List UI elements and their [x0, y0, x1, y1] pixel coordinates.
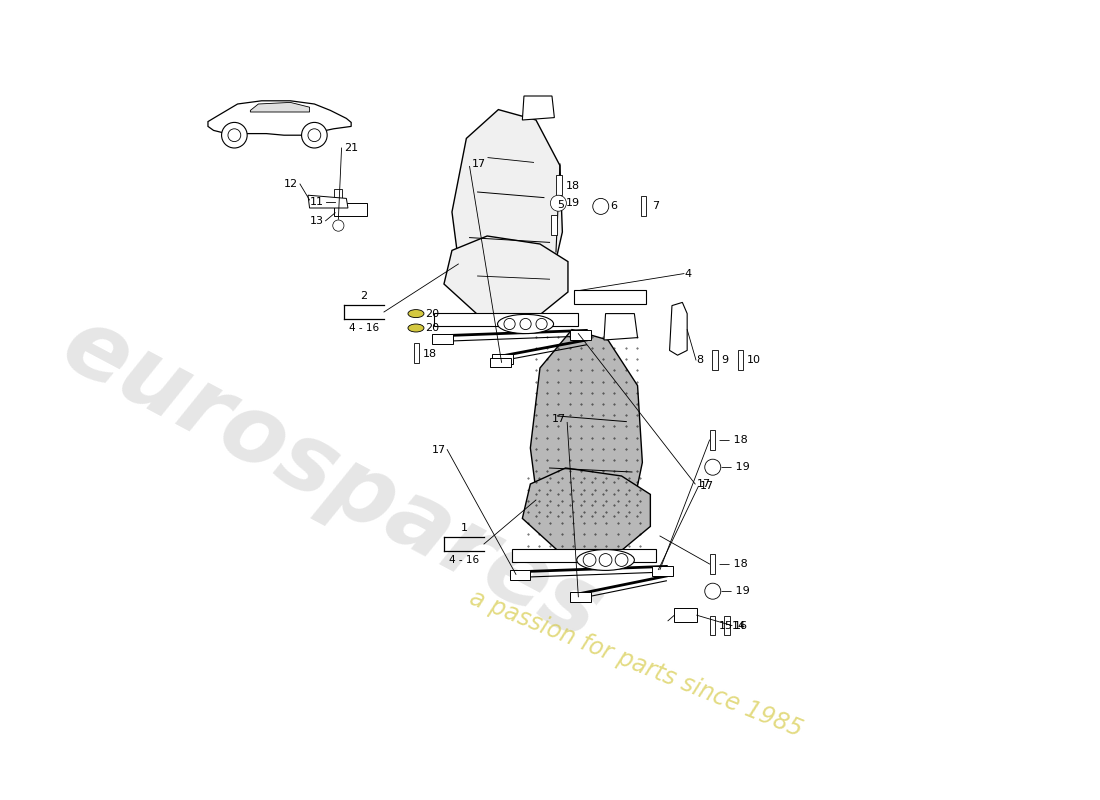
Ellipse shape [408, 324, 424, 332]
Polygon shape [530, 330, 642, 524]
Circle shape [536, 318, 547, 330]
Bar [434, 313, 579, 326]
Circle shape [301, 122, 327, 148]
Circle shape [615, 554, 628, 566]
Polygon shape [604, 314, 638, 340]
Text: 1: 1 [461, 523, 468, 533]
Circle shape [705, 583, 720, 599]
Text: 4 - 16: 4 - 16 [449, 555, 478, 565]
Circle shape [520, 318, 531, 330]
Circle shape [333, 220, 344, 231]
Text: 20: 20 [426, 309, 440, 318]
Polygon shape [670, 302, 688, 355]
Circle shape [228, 129, 241, 142]
Text: 2: 2 [361, 291, 367, 301]
Ellipse shape [408, 310, 424, 318]
Bar [414, 343, 419, 363]
Polygon shape [308, 195, 348, 208]
Bar [710, 554, 715, 574]
Text: — 19: — 19 [720, 462, 749, 472]
Circle shape [593, 198, 608, 214]
Text: 4: 4 [684, 269, 691, 278]
Text: 18: 18 [424, 349, 438, 358]
Bar [432, 334, 453, 344]
Circle shape [308, 129, 321, 142]
Text: 21: 21 [344, 143, 359, 153]
Bar [333, 189, 342, 203]
Circle shape [504, 318, 515, 330]
Text: 18: 18 [565, 181, 580, 190]
Ellipse shape [497, 314, 553, 334]
Text: 13: 13 [310, 216, 324, 226]
Bar [724, 616, 729, 635]
Text: 6: 6 [610, 202, 617, 211]
Text: 15: 15 [719, 621, 734, 630]
Bar [571, 330, 591, 340]
Circle shape [221, 122, 248, 148]
Polygon shape [208, 101, 351, 135]
Text: 10: 10 [747, 355, 761, 365]
Text: — 19: — 19 [720, 586, 749, 596]
Text: eurospares: eurospares [46, 299, 617, 661]
Bar [641, 196, 647, 216]
Bar [333, 203, 367, 216]
Circle shape [600, 554, 612, 566]
Text: 19: 19 [565, 198, 580, 208]
Text: a passion for parts since 1985: a passion for parts since 1985 [466, 586, 806, 742]
Text: 5: 5 [558, 200, 564, 210]
Text: 11: 11 [310, 197, 324, 206]
Polygon shape [452, 110, 562, 288]
Bar [492, 354, 513, 364]
Circle shape [583, 554, 596, 566]
Text: 17: 17 [472, 159, 486, 169]
Text: 17: 17 [431, 445, 446, 454]
Text: 16: 16 [734, 621, 748, 630]
FancyBboxPatch shape [674, 608, 696, 622]
Text: 12: 12 [284, 179, 298, 189]
Bar [551, 215, 557, 235]
Bar [710, 616, 715, 635]
Bar [738, 350, 744, 370]
Bar [573, 290, 646, 304]
Bar [571, 592, 591, 602]
Bar [512, 549, 656, 562]
Bar [712, 350, 717, 370]
Text: 9: 9 [722, 355, 728, 365]
Text: 17: 17 [696, 479, 711, 489]
Text: — 18: — 18 [719, 435, 748, 445]
Text: — 18: — 18 [719, 559, 748, 569]
Bar [491, 358, 512, 367]
Text: 17: 17 [700, 482, 714, 491]
Polygon shape [251, 102, 309, 112]
Text: 4 - 16: 4 - 16 [349, 323, 379, 334]
Polygon shape [444, 236, 568, 316]
Text: 7: 7 [652, 202, 659, 211]
Circle shape [550, 195, 566, 211]
Bar [556, 175, 562, 195]
Bar [652, 566, 673, 576]
Circle shape [705, 459, 720, 475]
Bar [710, 430, 715, 450]
Text: 20: 20 [426, 323, 440, 333]
Polygon shape [522, 468, 650, 550]
Text: 8: 8 [696, 355, 703, 365]
Ellipse shape [576, 550, 635, 570]
Text: 14: 14 [732, 621, 746, 630]
Polygon shape [522, 96, 554, 120]
Text: 17: 17 [551, 414, 565, 424]
Bar [509, 570, 530, 580]
